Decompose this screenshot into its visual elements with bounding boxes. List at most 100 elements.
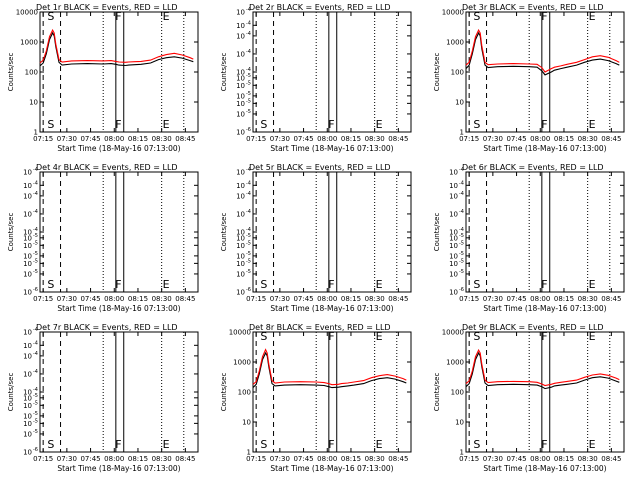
y-tick-exponent: -5 bbox=[33, 269, 38, 275]
y-tick-exponent: -5 bbox=[33, 240, 38, 246]
y-tick-label: 10 bbox=[29, 99, 38, 107]
y-tick-label: 10 bbox=[236, 50, 245, 58]
y-tick-label: 10 bbox=[23, 210, 32, 218]
x-tick-label: 07:15 bbox=[33, 455, 53, 463]
y-tick-label: 10 bbox=[449, 289, 458, 297]
x-tick-label: 08:45 bbox=[175, 455, 195, 463]
y-tick-exponent: -4 bbox=[33, 209, 38, 215]
y-tick-exponent: -4 bbox=[246, 67, 251, 73]
y-tick-exponent: -4 bbox=[459, 167, 464, 173]
x-tick-label: 07:30 bbox=[57, 455, 77, 463]
y-tick-exponent: -4 bbox=[246, 180, 251, 186]
y-tick-label: 10 bbox=[236, 234, 245, 242]
flag-e-bottom: E bbox=[163, 118, 170, 131]
x-tick-label: 07:45 bbox=[506, 455, 526, 463]
y-tick-label: 10 bbox=[449, 210, 458, 218]
panel-title: Det 2r BLACK = Events, RED = LLD bbox=[249, 3, 391, 12]
flag-e-bottom: E bbox=[376, 278, 383, 291]
y-tick-label: 10 bbox=[236, 289, 245, 297]
flag-f-top: F bbox=[541, 330, 547, 343]
y-tick-label: 10 bbox=[23, 394, 32, 402]
flag-s-bottom: S bbox=[47, 438, 54, 451]
y-tick-exponent: -6 bbox=[246, 287, 251, 293]
panel-title: Det 4r BLACK = Events, RED = LLD bbox=[36, 163, 178, 172]
x-tick-label: 07:30 bbox=[270, 135, 290, 143]
y-tick-exponent: -5 bbox=[246, 73, 251, 79]
y-tick-label: 10 bbox=[236, 252, 245, 260]
y-tick-label: 10 bbox=[23, 420, 32, 428]
y-tick-exponent: -5 bbox=[33, 233, 38, 239]
x-tick-label: 08:45 bbox=[388, 135, 408, 143]
y-tick-exponent: -5 bbox=[33, 251, 38, 257]
x-tick-label: 07:30 bbox=[483, 295, 503, 303]
x-tick-label: 08:00 bbox=[104, 295, 124, 303]
flag-s-bottom: S bbox=[260, 118, 267, 131]
y-tick-label: 10 bbox=[23, 270, 32, 278]
y-tick-exponent: -4 bbox=[33, 327, 38, 333]
x-tick-label: 07:45 bbox=[80, 135, 100, 143]
y-tick-label: 10000 bbox=[442, 9, 464, 17]
y-tick-exponent: -4 bbox=[246, 191, 251, 197]
y-tick-label: 10 bbox=[449, 182, 458, 190]
y-tick-exponent: -5 bbox=[246, 91, 251, 97]
x-tick-label: 08:30 bbox=[365, 135, 385, 143]
y-tick-label: 1000 bbox=[446, 39, 464, 47]
x-tick-label: 07:30 bbox=[57, 295, 77, 303]
y-tick-exponent: -5 bbox=[246, 269, 251, 275]
y-tick-label: 10 bbox=[23, 234, 32, 242]
y-tick-label: 10 bbox=[449, 192, 458, 200]
y-tick-label: 10 bbox=[449, 260, 458, 268]
y-tick-label: 10 bbox=[236, 92, 245, 100]
x-axis-label: Start Time (18-May-16 07:13:00) bbox=[57, 304, 180, 313]
y-tick-label: 10 bbox=[449, 169, 458, 177]
y-axis-label: Counts/sec bbox=[433, 373, 441, 412]
y-tick-exponent: -4 bbox=[459, 209, 464, 215]
flag-e-bottom: E bbox=[589, 118, 596, 131]
x-axis-label: Start Time (18-May-16 07:13:00) bbox=[270, 304, 393, 313]
y-tick-exponent: -5 bbox=[246, 98, 251, 104]
panel-title: Det 8r BLACK = Events, RED = LLD bbox=[249, 323, 391, 332]
series-line-events bbox=[465, 351, 620, 390]
panel-title: Det 1r BLACK = Events, RED = LLD bbox=[36, 3, 178, 12]
x-axis-label: Start Time (18-May-16 07:13:00) bbox=[270, 144, 393, 153]
y-tick-label: 10 bbox=[23, 242, 32, 250]
y-tick-exponent: -4 bbox=[459, 191, 464, 197]
series-line-lld bbox=[252, 348, 407, 386]
y-tick-label: 10 bbox=[236, 169, 245, 177]
flag-s-bottom: S bbox=[47, 278, 54, 291]
x-tick-label: 08:00 bbox=[317, 295, 337, 303]
y-tick-exponent: -4 bbox=[33, 167, 38, 173]
y-tick-label: 10 bbox=[242, 419, 251, 427]
panel-det-3: Det 3r BLACK = Events, RED = LLD 07:15 07:… bbox=[433, 3, 625, 153]
y-tick-exponent: -4 bbox=[246, 49, 251, 55]
flag-f-bottom: F bbox=[115, 278, 121, 291]
y-tick-exponent: -4 bbox=[33, 191, 38, 197]
x-tick-label: 08:45 bbox=[388, 455, 408, 463]
x-tick-label: 08:00 bbox=[104, 135, 124, 143]
x-tick-label: 08:00 bbox=[317, 455, 337, 463]
y-tick-label: 10 bbox=[236, 242, 245, 250]
plot-frame bbox=[252, 171, 412, 293]
y-tick-label: 10000 bbox=[16, 9, 38, 17]
flag-e-top: E bbox=[589, 10, 596, 23]
y-tick-label: 10 bbox=[23, 402, 32, 410]
flag-e-bottom: E bbox=[376, 438, 383, 451]
x-tick-label: 08:15 bbox=[554, 135, 574, 143]
x-tick-label: 08:30 bbox=[365, 455, 385, 463]
y-tick-exponent: -4 bbox=[33, 369, 38, 375]
x-tick-label: 08:15 bbox=[341, 455, 361, 463]
plot-frame bbox=[252, 331, 412, 453]
y-tick-label: 1 bbox=[460, 449, 464, 457]
flag-f-bottom: F bbox=[115, 118, 121, 131]
y-tick-label: 1000 bbox=[446, 359, 464, 367]
x-tick-label: 07:15 bbox=[33, 135, 53, 143]
series-line-lld bbox=[39, 28, 194, 64]
x-tick-label: 08:15 bbox=[341, 295, 361, 303]
series-line-lld bbox=[465, 348, 620, 387]
x-tick-label: 08:45 bbox=[388, 295, 408, 303]
y-tick-exponent: -4 bbox=[459, 180, 464, 186]
flag-s-top: S bbox=[47, 10, 54, 23]
x-tick-label: 07:45 bbox=[293, 135, 313, 143]
x-tick-label: 08:30 bbox=[578, 295, 598, 303]
x-tick-label: 08:15 bbox=[554, 295, 574, 303]
